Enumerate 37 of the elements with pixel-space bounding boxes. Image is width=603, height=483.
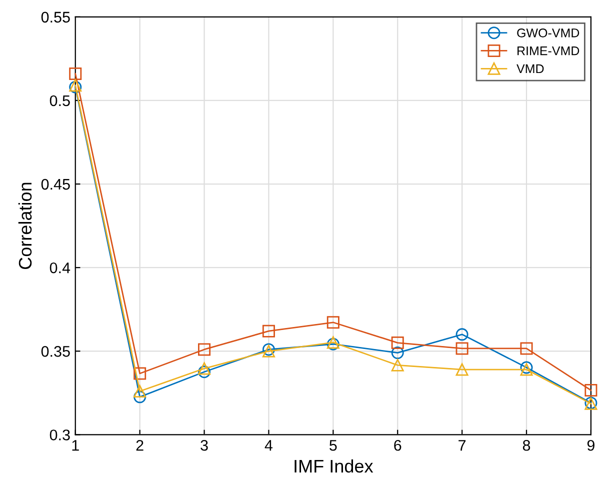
- point: [391, 336, 404, 350]
- point: [69, 67, 82, 80]
- y-tick-label: 0.35: [41, 346, 70, 357]
- point: [391, 358, 404, 372]
- point: [134, 367, 146, 380]
- point: [198, 343, 211, 356]
- point: [198, 362, 211, 375]
- legend-label: RIME-VMD: [518, 46, 580, 56]
- point: [584, 384, 598, 396]
- point: [456, 342, 468, 355]
- y-tick-label: 0.3: [50, 430, 70, 440]
- point: [456, 328, 468, 341]
- point: [262, 324, 275, 338]
- x-tick-label: 8: [522, 440, 530, 451]
- point: [326, 316, 340, 329]
- y-tick-label: 0.4: [50, 262, 70, 274]
- point: [456, 363, 468, 376]
- point: [391, 346, 404, 360]
- x-tick-label: 2: [136, 440, 144, 451]
- x-tick-label: 4: [264, 440, 273, 451]
- x-tick-label: 7: [458, 440, 466, 451]
- x-tick-label: 9: [587, 440, 594, 451]
- point: [134, 385, 146, 398]
- x-tick-label: 1: [72, 440, 79, 451]
- legend-label: VMD: [516, 64, 544, 74]
- point: [134, 390, 146, 404]
- y-axis-title: Correlation: [18, 182, 32, 270]
- y-tick-label: 0.5: [50, 95, 70, 106]
- x-tick-label: 3: [200, 440, 208, 451]
- point: [520, 342, 533, 355]
- y-tick-label: 0.55: [41, 12, 70, 23]
- y-tick-label: 0.45: [41, 178, 70, 190]
- x-axis-title: IMF Index: [294, 459, 374, 473]
- x-tick-label: 5: [330, 440, 337, 451]
- point: [198, 366, 211, 378]
- x-tick-label: 6: [394, 440, 402, 451]
- legend-label: GWO-VMD: [517, 28, 580, 38]
